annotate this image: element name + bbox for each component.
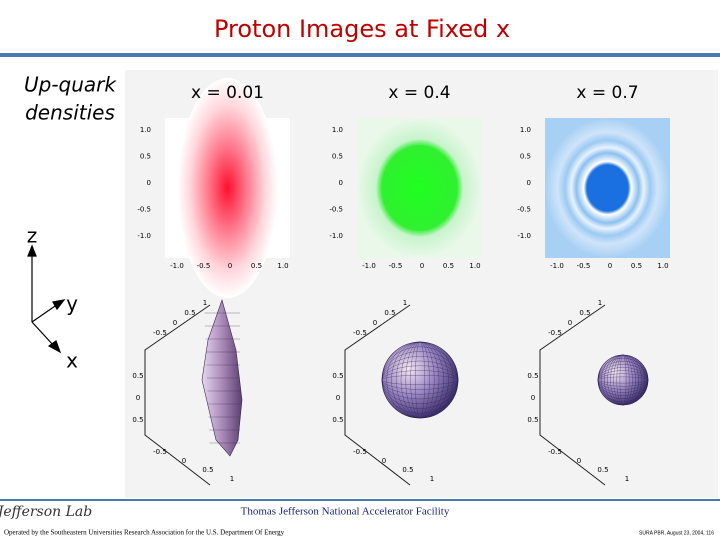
surface-tick-label: -0.5	[353, 448, 367, 456]
surface-tick-label: 0.5	[527, 372, 538, 380]
surface-tick-label: -0.5	[153, 448, 167, 456]
surface-tick-label: 0.5	[184, 309, 195, 317]
x-tick-label: -0.5	[197, 262, 211, 270]
surface-axes	[539, 304, 606, 486]
axis-x-label: x	[66, 349, 78, 373]
footer-center: Thomas Jefferson National Accelerator Fa…	[241, 506, 450, 518]
surface-grid	[597, 357, 649, 403]
x-tick-label: 0	[608, 262, 612, 270]
surface-tick-label: 0	[382, 457, 386, 465]
y-tick-label: -1.0	[517, 232, 531, 240]
y-tick-label: 0.5	[140, 153, 151, 161]
surface-grid	[600, 354, 646, 406]
x-tick-label: -0.5	[389, 262, 403, 270]
x-tick-label: -0.5	[577, 262, 591, 270]
x-tick-label: 0.5	[251, 262, 262, 270]
surface-tick-label: 0	[531, 394, 535, 402]
surface-tick-label: -0.5	[548, 448, 562, 456]
surface-tick-label: 0.5	[579, 309, 590, 317]
surface-tick-label: -0.5	[353, 329, 367, 337]
surface-tick-label: 0.5	[132, 372, 143, 380]
y-tick-label: 0	[339, 179, 343, 187]
panel-label: x = 0.01	[191, 83, 264, 103]
surface-tick-label: 0.5	[202, 466, 213, 474]
surface-tick-label: 0	[173, 319, 177, 327]
density-image	[357, 118, 482, 258]
logo: Jefferson Lab	[0, 504, 92, 520]
surface-tick-label: 1	[598, 299, 602, 307]
x-tick-label: -1.0	[550, 262, 564, 270]
surface-tick-label: 0.5	[384, 309, 395, 317]
axis-y-label: y	[66, 292, 78, 316]
x-tick-label: -1.0	[170, 262, 184, 270]
y-tick-label: 1.0	[520, 126, 531, 134]
y-tick-label: -0.5	[137, 206, 151, 214]
surface-tick-label: 0.5	[402, 466, 413, 474]
surface-axes	[344, 304, 411, 486]
x-tick-label: -1.0	[362, 262, 376, 270]
density-image	[177, 78, 278, 298]
surface-tick-label: 0.5	[132, 416, 143, 424]
surface-tick-label: 0	[182, 457, 186, 465]
surface-tick-label: 0	[136, 394, 140, 402]
footer-right: SURA PBR, August 23, 2004, 116	[639, 530, 714, 536]
y-tick-label: -0.5	[329, 206, 343, 214]
x-tick-label: 0	[420, 262, 424, 270]
panel-label: x = 0.4	[388, 83, 450, 103]
surface-tick-label: 1	[203, 299, 207, 307]
surface-grid	[386, 341, 454, 419]
y-tick-label: 0.5	[520, 153, 531, 161]
footer-left: Operated by the Southeastern Universitie…	[4, 529, 285, 537]
surface-axes	[144, 304, 211, 486]
surface-tick-label: -0.5	[548, 329, 562, 337]
surface-tick-label: 0.5	[597, 466, 608, 474]
surface-tick-label: 0	[568, 319, 572, 327]
surface-tick-label: 0	[336, 394, 340, 402]
x-tick-label: 0.5	[631, 262, 642, 270]
surface-tick-label: 0	[577, 457, 581, 465]
surface-tick-label: 0	[373, 319, 377, 327]
y-tick-label: 1.0	[332, 126, 343, 134]
y-tick-label: 1.0	[140, 126, 151, 134]
surface-tick-label: 1	[625, 475, 629, 483]
surface-tick-label: 1	[403, 299, 407, 307]
surface-sphere	[597, 354, 649, 406]
x-tick-label: 1.0	[277, 262, 288, 270]
axes-icon	[27, 244, 66, 354]
surface-sphere	[381, 341, 459, 419]
surface-tick-label: 0.5	[527, 416, 538, 424]
x-tick-label: 0.5	[443, 262, 454, 270]
y-tick-label: 0.5	[332, 153, 343, 161]
y-tick-label: 0	[527, 179, 531, 187]
axis-z-label: z	[27, 224, 38, 248]
side-label: Up-quark	[24, 73, 117, 97]
y-tick-label: -0.5	[517, 206, 531, 214]
surface-tick-label: 0.5	[332, 416, 343, 424]
surface-tick-label: 1	[430, 475, 434, 483]
y-tick-label: 0	[147, 179, 151, 187]
surface-tick-label: 0.5	[332, 372, 343, 380]
y-tick-label: -1.0	[329, 232, 343, 240]
y-tick-label: -1.0	[137, 232, 151, 240]
density-image	[545, 118, 670, 258]
surface-tick-label: 1	[230, 475, 234, 483]
x-tick-label: 1.0	[657, 262, 668, 270]
side-label: densities	[25, 101, 115, 125]
surface-tick-label: -0.5	[153, 329, 167, 337]
panel-label: x = 0.7	[576, 83, 638, 103]
x-tick-label: 1.0	[469, 262, 480, 270]
title: Proton Images at Fixed x	[214, 15, 510, 43]
x-tick-label: 0	[228, 262, 232, 270]
surface-grid	[381, 346, 459, 414]
